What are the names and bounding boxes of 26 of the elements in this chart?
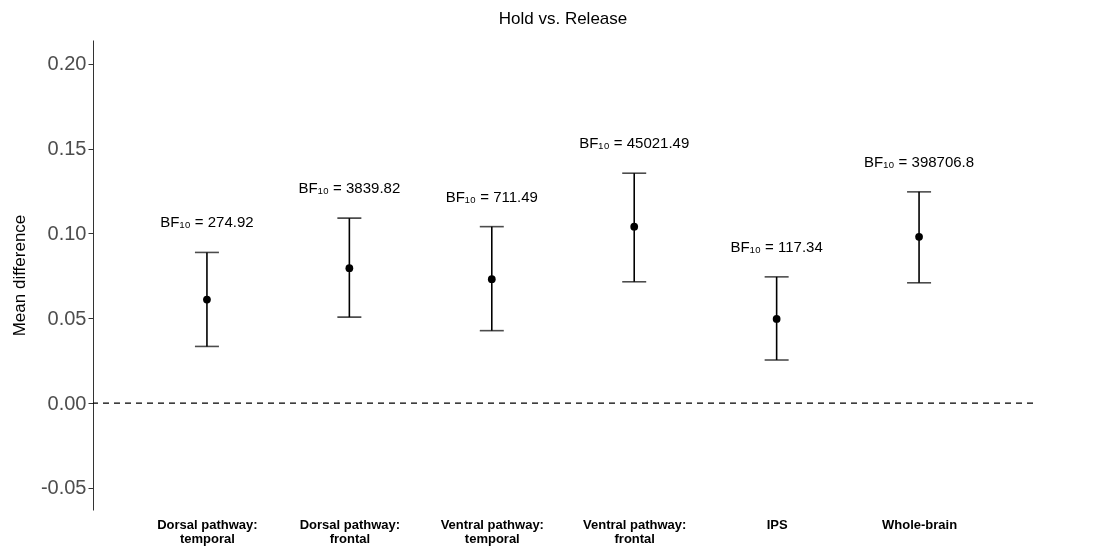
point xyxy=(772,315,781,323)
x-tick-label: Ventral pathway: temporal xyxy=(440,516,544,546)
x-tick-label: IPS xyxy=(766,516,788,532)
point xyxy=(630,222,639,231)
annotation: BF₁₀ = 398706.8 xyxy=(864,152,975,170)
y-tick-label: 0.15 xyxy=(47,137,87,160)
point xyxy=(915,232,923,241)
y-tick-label: 0.20 xyxy=(47,52,87,75)
annotation: BF₁₀ = 3839.82 xyxy=(298,179,401,197)
x-tick-label: Dorsal pathway: temporal xyxy=(157,516,258,546)
y-tick-label: 0.00 xyxy=(47,391,87,414)
annotation: BF₁₀ = 117.34 xyxy=(730,237,823,255)
y-tick-label: -0.05 xyxy=(40,476,87,499)
x-tick-label: Whole-brain xyxy=(882,516,958,532)
annotation: BF₁₀ = 45021.49 xyxy=(579,134,690,152)
chart-title: Hold vs. Release xyxy=(498,9,628,28)
point xyxy=(345,264,354,273)
x-tick-label: Ventral pathway: frontal xyxy=(583,516,687,546)
y-tick-label: 0.05 xyxy=(47,306,87,329)
y-axis-title: Mean difference xyxy=(9,214,29,337)
point xyxy=(203,295,211,304)
annotation: BF₁₀ = 711.49 xyxy=(445,187,538,205)
point xyxy=(487,275,496,284)
x-tick-label: Dorsal pathway: frontal xyxy=(299,516,401,546)
annotation: BF₁₀ = 274.92 xyxy=(160,213,254,231)
y-tick-label: 0.10 xyxy=(47,221,87,244)
